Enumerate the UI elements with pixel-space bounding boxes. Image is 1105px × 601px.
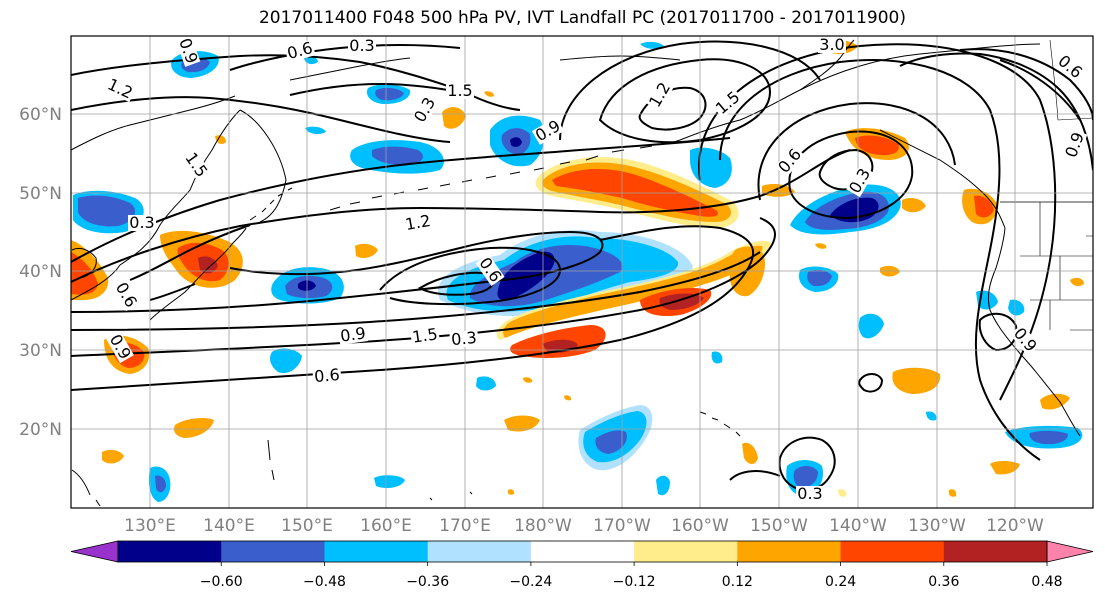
map-frame — [70, 35, 1094, 509]
contour-label-bg — [348, 38, 376, 54]
contour-label-bg — [1054, 51, 1086, 83]
contour-label-bg — [128, 215, 156, 231]
lon-label: 130°W — [908, 516, 966, 536]
coastlines — [71, 39, 1093, 507]
pv-contours — [71, 40, 1093, 492]
contour-label: 3.0 — [819, 35, 844, 54]
contour-label-bg — [410, 326, 440, 346]
colorbar-tick-label: 0.36 — [928, 574, 959, 590]
colorbar-tick-label: −0.60 — [200, 574, 243, 590]
lon-label: 130°E — [124, 516, 176, 536]
colorbar-segment — [737, 541, 842, 562]
lon-label: 140°E — [203, 516, 255, 536]
contour-label-bg — [112, 278, 140, 312]
longitude-labels: 130°E 140°E 150°E 160°E 170°E 180°W 170°W 160°W… — [124, 516, 1044, 536]
colorbar-outline — [117, 540, 1048, 563]
colorbar-extend-high — [1046, 540, 1094, 563]
contour-label: 0.3 — [129, 213, 154, 232]
contour-label-bg — [284, 39, 316, 63]
colorbar-segment — [840, 541, 945, 562]
lon-label: 140°W — [829, 516, 887, 536]
contour-label: 0.6 — [313, 365, 340, 386]
lon-label: 160°W — [671, 516, 729, 536]
lon-label: 150°W — [750, 516, 808, 536]
contour-label-bg — [449, 329, 479, 349]
colorbar-tick-label: −0.24 — [509, 574, 552, 590]
contour-label-bg — [312, 366, 342, 386]
colorbar-tick-label: −0.12 — [613, 574, 656, 590]
contour-label-bg — [796, 486, 824, 502]
colorbar-segment — [221, 541, 325, 562]
colorbar-tick-label: 0.24 — [825, 574, 856, 590]
contour-label: 0.3 — [797, 484, 822, 503]
contour-label-bg — [1062, 129, 1088, 161]
contour-label-bg — [846, 164, 874, 198]
lon-label: 160°E — [360, 516, 412, 536]
colorbar-tick-label: −0.36 — [406, 574, 449, 590]
map-content: 0.30.60.91.21.50.30.60.91.21.50.30.60.9 1… — [71, 35, 1093, 508]
contour-label-bg — [531, 117, 565, 145]
lat-label: 20°N — [19, 420, 62, 440]
colorbar: −0.60 −0.48 −0.36 −0.24 −0.12 0.12 0.24 0.36 0.4… — [70, 540, 1094, 590]
colorbar-segment — [118, 541, 222, 562]
lat-label: 60°N — [19, 105, 62, 125]
contour-label-bg — [818, 37, 846, 53]
colorbar-segment — [634, 541, 738, 562]
graticule — [71, 36, 1093, 508]
contour-label: 0.3 — [450, 328, 477, 349]
colorbar-extend-low — [70, 540, 119, 563]
contour-label: 1.2 — [404, 211, 432, 234]
colorbar-segment — [427, 541, 532, 562]
colorbar-segment — [324, 541, 429, 562]
contour-label-bg — [712, 87, 744, 119]
contour-label: 1.5 — [447, 81, 472, 100]
contour-label-bg — [646, 78, 674, 112]
lat-label: 30°N — [19, 341, 62, 361]
colorbar-tick-label: 0.12 — [722, 574, 753, 590]
contour-label-bg — [411, 93, 439, 127]
lon-label: 120°W — [986, 516, 1044, 536]
contour-label-bg — [774, 145, 806, 177]
colorbar-segment — [530, 541, 635, 562]
contour-label: 0.3 — [349, 36, 374, 55]
map-title: 2017011400 F048 500 hPa PV, IVT Landfall… — [258, 8, 906, 28]
lat-label: 40°N — [19, 262, 62, 282]
latitude-labels: 60°N 50°N 40°N 30°N 20°N — [19, 105, 62, 440]
contour-label-bg — [175, 36, 201, 67]
contour-label-bg — [181, 148, 211, 182]
contour-label-bg — [446, 83, 474, 99]
contour-label-bg — [402, 212, 434, 234]
colorbar-tick-label: −0.48 — [303, 574, 346, 590]
colorbar-segment — [943, 541, 1048, 562]
contour-label-bg — [338, 325, 368, 345]
lat-label: 50°N — [19, 184, 62, 204]
lon-label: 180°W — [514, 516, 572, 536]
contour-label: 0.9 — [339, 323, 367, 345]
lon-label: 170°W — [593, 516, 651, 536]
contour-label-bg — [1009, 324, 1041, 356]
contour-label: 1.5 — [411, 324, 439, 346]
lon-label: 150°E — [281, 516, 333, 536]
lon-label: 170°E — [439, 516, 491, 536]
contour-labels: 0.30.60.91.21.50.30.60.91.21.50.30.60.9 1… — [103, 35, 1088, 503]
contour-label-bg — [475, 253, 505, 287]
contour-label-bg — [106, 330, 134, 364]
contour-label-bg — [103, 75, 137, 103]
colorbar-tick-label: 0.48 — [1031, 574, 1062, 590]
